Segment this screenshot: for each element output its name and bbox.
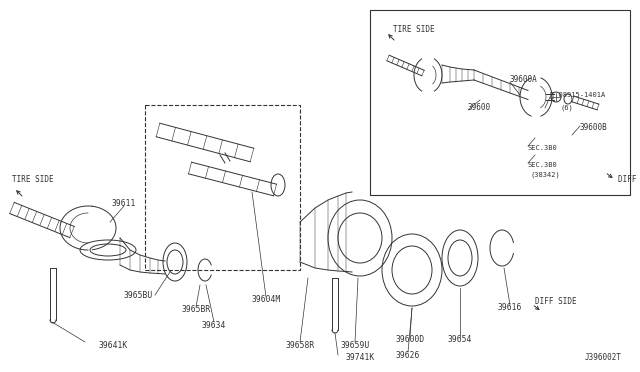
Bar — [370, 10, 630, 195]
Bar — [145, 105, 300, 270]
Text: 39600B: 39600B — [580, 124, 608, 132]
Text: 39659U: 39659U — [340, 340, 370, 350]
Text: 39616: 39616 — [498, 304, 522, 312]
Text: 3965BR: 3965BR — [181, 305, 211, 314]
Text: SEC.3B0: SEC.3B0 — [528, 162, 557, 168]
Text: SEC.3B0: SEC.3B0 — [528, 145, 557, 151]
Text: DIFF SIDE: DIFF SIDE — [618, 175, 640, 184]
Text: 3965BU: 3965BU — [124, 291, 152, 299]
Text: 39741K: 39741K — [346, 353, 374, 362]
Text: 39600D: 39600D — [396, 336, 424, 344]
Text: 39654: 39654 — [448, 336, 472, 344]
Text: (38342): (38342) — [530, 172, 560, 178]
Text: 39600: 39600 — [468, 103, 491, 112]
Text: (6): (6) — [560, 105, 573, 111]
Text: 39600A: 39600A — [510, 76, 538, 84]
Text: 39658R: 39658R — [285, 340, 315, 350]
Text: 39634: 39634 — [202, 321, 226, 330]
Text: J396002T: J396002T — [585, 353, 622, 362]
Text: Ⓦ 08915-1401A: Ⓦ 08915-1401A — [550, 92, 605, 98]
Text: 39626: 39626 — [396, 350, 420, 359]
Text: TIRE SIDE: TIRE SIDE — [393, 25, 435, 34]
Text: DIFF SIDE: DIFF SIDE — [535, 298, 577, 307]
Text: 39611: 39611 — [112, 199, 136, 208]
Text: 39604M: 39604M — [252, 295, 280, 305]
Text: TIRE SIDE: TIRE SIDE — [12, 175, 54, 184]
Text: 39641K: 39641K — [99, 340, 127, 350]
